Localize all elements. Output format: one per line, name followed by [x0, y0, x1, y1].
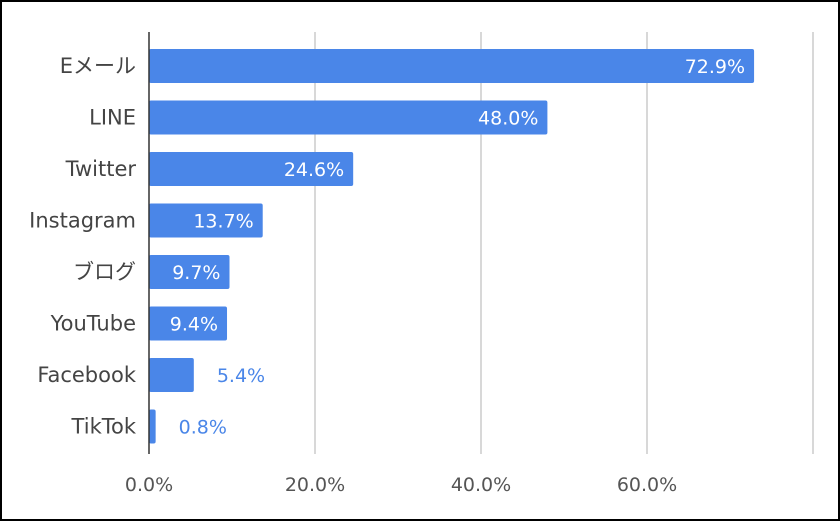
data-label: 24.6% [284, 159, 344, 181]
data-label: 0.8% [179, 417, 227, 439]
bar [149, 49, 755, 83]
category-label: Facebook [37, 363, 137, 387]
bar [149, 358, 194, 392]
category-label: Twitter [65, 157, 137, 181]
category-label: ブログ [73, 260, 136, 284]
x-tick-label: 0.0% [125, 474, 173, 496]
data-label: 9.4% [170, 314, 218, 336]
category-label: LINE [89, 106, 136, 130]
x-tick-label: 40.0% [451, 474, 511, 496]
labels: Eメール 72.9% LINE 48.0% Twitter 24.6% Instagram 1… [29, 54, 745, 496]
category-label: Eメール [60, 54, 136, 78]
x-tick-label: 60.0% [617, 474, 677, 496]
bar [149, 306, 228, 341]
bar [149, 203, 263, 238]
data-label: 9.7% [172, 262, 220, 284]
category-label: TikTok [71, 415, 137, 439]
bar [149, 255, 230, 289]
x-tick-label: 20.0% [285, 474, 345, 496]
data-label: 5.4% [217, 365, 265, 387]
data-label: 13.7% [193, 211, 253, 233]
category-label: YouTube [50, 312, 136, 336]
data-label: 72.9% [685, 56, 745, 78]
bar [149, 152, 354, 186]
bar [149, 100, 548, 135]
category-label: Instagram [29, 209, 136, 233]
data-label: 48.0% [478, 108, 538, 130]
bars [149, 49, 755, 444]
bar [149, 409, 156, 444]
gridlines [314, 32, 814, 454]
